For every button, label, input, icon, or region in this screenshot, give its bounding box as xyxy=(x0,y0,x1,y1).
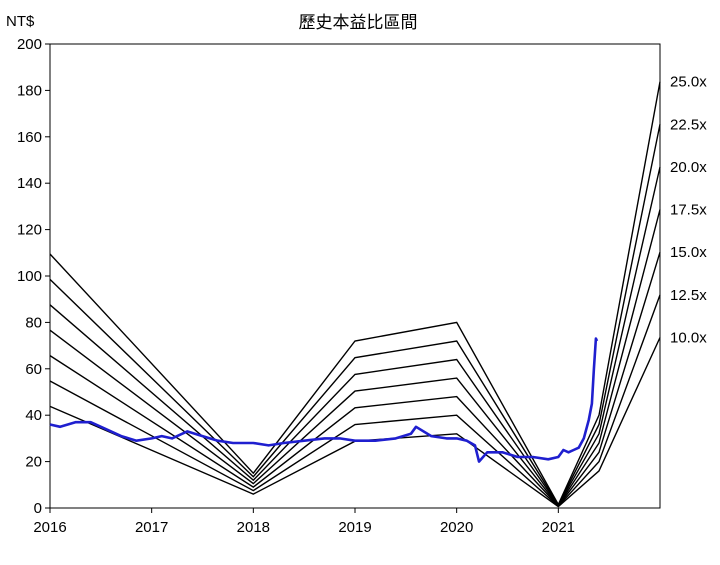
y-tick-label: 120 xyxy=(17,222,42,239)
pe-band-line xyxy=(49,166,661,507)
y-tick-label: 60 xyxy=(25,361,42,378)
y-axis: 0 20 40 60 80 100 120 140 160 180 200 xyxy=(17,36,50,517)
y-axis-label: NT$ xyxy=(6,13,35,30)
x-tick-label: 2020 xyxy=(440,519,473,536)
pe-bands xyxy=(49,81,661,508)
pe-band-labels: 25.0x 22.5x 20.0x 17.5x 15.0x 12.5x 10.0x xyxy=(670,74,707,347)
y-tick-label: 180 xyxy=(17,82,42,99)
y-tick-label: 20 xyxy=(25,454,42,471)
y-tick-label: 140 xyxy=(17,175,42,192)
x-tick-label: 2019 xyxy=(338,519,371,536)
pe-band-label: 25.0x xyxy=(670,74,707,91)
y-tick-label: 0 xyxy=(34,500,42,517)
pe-band-line xyxy=(49,251,661,507)
pe-band-line xyxy=(49,337,661,508)
pe-band-label: 12.5x xyxy=(670,287,707,304)
x-tick-label: 2021 xyxy=(542,519,575,536)
pe-band-label: 20.0x xyxy=(670,159,707,176)
x-axis: 2016 2017 2018 2019 2020 2021 xyxy=(33,508,575,536)
pe-band-label: 15.0x xyxy=(670,244,707,261)
pe-band-line xyxy=(49,124,661,507)
pe-band-line xyxy=(49,209,661,507)
plot-frame xyxy=(49,43,661,509)
pe-band-label: 22.5x xyxy=(670,116,707,133)
pe-band-line xyxy=(49,294,661,508)
x-tick-label: 2016 xyxy=(33,519,66,536)
y-tick-label: 40 xyxy=(25,407,42,424)
x-tick-label: 2017 xyxy=(135,519,168,536)
y-tick-label: 80 xyxy=(25,314,42,331)
chart-title: 歷史本益比區間 xyxy=(299,13,418,32)
y-tick-label: 100 xyxy=(17,268,42,285)
pe-band-label: 10.0x xyxy=(670,329,707,346)
x-tick-label: 2018 xyxy=(237,519,270,536)
pe-band-label: 17.5x xyxy=(670,202,707,219)
y-tick-label: 200 xyxy=(17,36,42,53)
pe-band-line xyxy=(49,81,661,507)
price-series xyxy=(49,337,599,463)
y-tick-label: 160 xyxy=(17,129,42,146)
price-line xyxy=(49,337,599,463)
